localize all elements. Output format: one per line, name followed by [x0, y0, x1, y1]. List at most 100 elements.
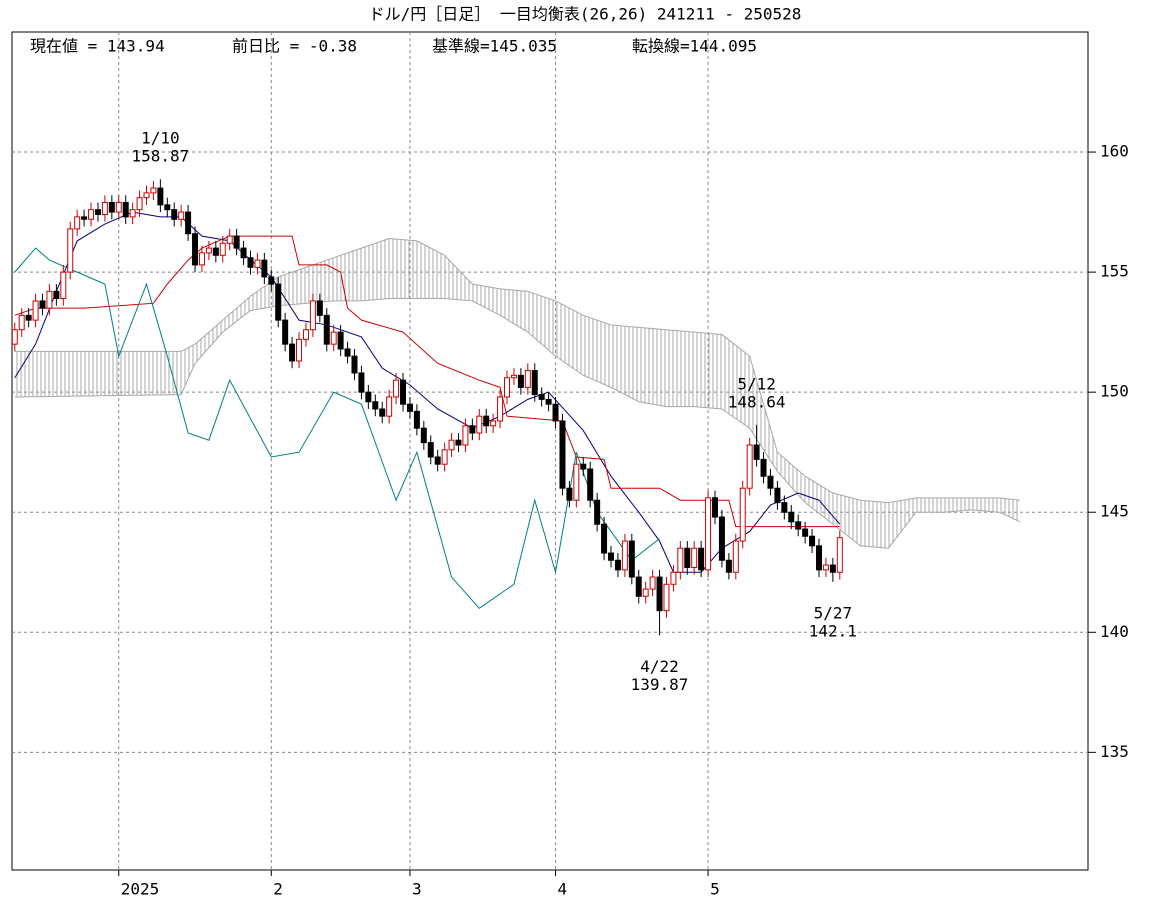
- indicator-line: [14, 211, 841, 573]
- candle-body: [233, 235, 240, 249]
- annotation-value: 139.87: [631, 675, 689, 694]
- indicator-line: [14, 247, 660, 609]
- candle-body: [171, 209, 178, 220]
- candle-body: [698, 547, 705, 571]
- x-tick-label: 4: [558, 880, 568, 899]
- info-text: 基準線=145.035: [432, 37, 557, 56]
- candle-body: [504, 377, 511, 398]
- candle-body: [580, 463, 587, 470]
- candle-body: [441, 449, 448, 465]
- candle-body: [566, 487, 573, 501]
- candle-body: [490, 420, 497, 427]
- candle-body: [628, 540, 635, 578]
- candle-body: [178, 211, 185, 220]
- candle-body: [552, 403, 559, 422]
- candle-body: [531, 370, 538, 396]
- candle-body: [614, 559, 621, 571]
- candle-body: [517, 374, 524, 388]
- candle-body: [462, 425, 469, 446]
- senkou-span-b: [14, 298, 1021, 549]
- candle-body: [573, 463, 580, 501]
- candle-body: [642, 588, 649, 597]
- candle-body: [261, 259, 268, 278]
- candle-body: [254, 259, 261, 268]
- candle-body: [829, 564, 836, 573]
- candle-body: [247, 257, 254, 268]
- candle-body: [289, 343, 296, 362]
- candle-body: [601, 523, 608, 554]
- candle-body: [275, 283, 282, 321]
- annotation-value: 142.1: [809, 621, 857, 640]
- candle-body: [413, 410, 420, 429]
- annotation-date: 4/22: [640, 657, 679, 676]
- candle-body: [691, 547, 698, 568]
- candle-body: [143, 192, 150, 199]
- annotation-value: 148.64: [728, 392, 786, 411]
- candle-body: [122, 201, 129, 218]
- plot-frame: [11, 31, 1089, 871]
- annotation-date: 5/27: [814, 603, 853, 622]
- candle-body: [746, 444, 753, 489]
- candle-body: [282, 319, 289, 345]
- candle-body: [386, 396, 393, 417]
- info-text: 転換線=144.095: [632, 37, 757, 56]
- candle-body: [219, 242, 226, 256]
- candle-body: [510, 374, 517, 379]
- chart-title: ドル/円［日足］ 一目均衡表(26,26) 241211 - 250528: [369, 5, 802, 24]
- candle-body: [497, 396, 504, 422]
- candle-body: [365, 391, 372, 403]
- info-text: 前日比 = -0.38: [232, 37, 357, 56]
- candle-body: [32, 300, 39, 321]
- candle-body: [101, 201, 108, 215]
- annotation-date: 5/12: [737, 374, 776, 393]
- candle-body: [767, 475, 774, 489]
- candle-body: [150, 187, 157, 194]
- candle-body: [448, 439, 455, 451]
- cloud-fill: [14, 238, 1021, 549]
- candle-body: [816, 545, 822, 571]
- candle-body: [18, 314, 25, 331]
- candle-body: [836, 537, 843, 573]
- candle-body: [226, 235, 233, 244]
- candle-body: [268, 276, 275, 285]
- candle-body: [469, 425, 476, 434]
- candle-body: [94, 209, 101, 215]
- candle-body: [108, 201, 115, 213]
- candle-body: [136, 197, 143, 211]
- candle-body: [192, 233, 199, 266]
- candle-body: [663, 583, 670, 612]
- candle-body: [753, 444, 760, 460]
- candle-body: [670, 571, 677, 585]
- candle-body: [309, 300, 316, 331]
- candle-body: [524, 370, 531, 388]
- candle-body: [25, 314, 32, 321]
- candle-body: [344, 348, 351, 357]
- candle-body: [635, 576, 642, 597]
- x-tick-label: 2: [273, 880, 283, 899]
- candle-body: [351, 355, 358, 374]
- candle-body: [379, 408, 386, 417]
- candle-body: [684, 547, 691, 568]
- candle-body: [608, 552, 615, 561]
- candle-body: [455, 439, 462, 446]
- candle-body: [434, 456, 441, 465]
- candle-body: [656, 576, 663, 612]
- candle-body: [74, 216, 81, 230]
- candle-body: [39, 300, 46, 309]
- candle-body: [545, 398, 552, 405]
- y-tick-label: 150: [1100, 382, 1129, 401]
- candle-body: [185, 211, 192, 235]
- candle-body: [11, 329, 18, 345]
- candle-body: [337, 331, 344, 350]
- candle-body: [483, 415, 490, 427]
- candle-body: [240, 247, 247, 259]
- y-tick-label: 155: [1100, 262, 1129, 281]
- candle-body: [358, 372, 365, 393]
- candle-body: [323, 314, 330, 345]
- candle-body: [60, 271, 67, 300]
- candle-body: [316, 300, 323, 316]
- annotation-date: 1/10: [141, 129, 180, 148]
- candle-body: [774, 487, 781, 504]
- indicator-line: [14, 235, 840, 528]
